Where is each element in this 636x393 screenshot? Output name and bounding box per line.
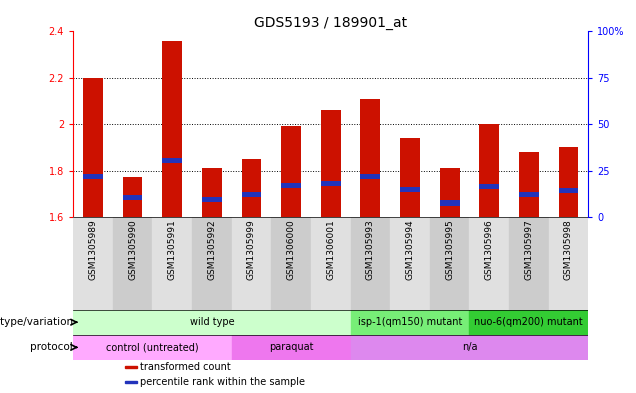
Text: GSM1305989: GSM1305989 [88,220,97,281]
Text: GSM1305993: GSM1305993 [366,220,375,281]
Bar [242,192,261,197]
Text: isp-1(qm150) mutant: isp-1(qm150) mutant [358,317,462,327]
Text: GSM1305998: GSM1305998 [564,220,573,281]
Text: GSM1306000: GSM1306000 [287,220,296,281]
Bar [281,127,301,217]
Bar [361,99,380,217]
Bar [73,310,350,335]
Bar [558,188,578,193]
Bar [281,183,301,188]
Bar [439,168,460,217]
Bar [113,217,153,310]
Bar [232,335,350,360]
Bar [83,174,103,179]
Bar [361,174,380,179]
Bar [390,217,430,310]
Bar [202,168,222,217]
Bar [123,195,142,200]
Text: paraquat: paraquat [269,342,314,353]
Text: GSM1305990: GSM1305990 [128,220,137,281]
Text: GSM1305999: GSM1305999 [247,220,256,281]
Text: wild type: wild type [190,317,234,327]
Text: GSM1306001: GSM1306001 [326,220,335,281]
Bar [350,310,469,335]
Text: transformed count: transformed count [140,362,231,372]
Bar [162,41,182,217]
Bar [509,217,549,310]
Text: genotype/variation: genotype/variation [0,317,73,327]
Text: nuo-6(qm200) mutant: nuo-6(qm200) mutant [474,317,583,327]
Bar [439,200,460,206]
Bar [519,192,539,197]
Bar [321,110,341,217]
Bar [272,217,311,310]
Bar [400,138,420,217]
Text: protocol: protocol [31,342,73,353]
Bar [469,217,509,310]
Bar [73,335,232,360]
Bar [311,217,350,310]
Bar [400,187,420,192]
Text: GSM1305992: GSM1305992 [207,220,216,280]
Text: percentile rank within the sample: percentile rank within the sample [140,377,305,387]
Bar [83,78,103,217]
Bar [125,366,137,368]
Bar [549,217,588,310]
Text: control (untreated): control (untreated) [106,342,198,353]
Text: GSM1305991: GSM1305991 [168,220,177,281]
Bar [125,381,137,383]
Bar [480,184,499,189]
Bar [202,197,222,202]
Bar [73,217,113,310]
Bar [232,217,272,310]
Bar [350,217,390,310]
Text: GSM1305994: GSM1305994 [406,220,415,280]
Text: GSM1305997: GSM1305997 [524,220,534,281]
Text: GSM1305996: GSM1305996 [485,220,494,281]
Bar [321,181,341,186]
Bar [469,310,588,335]
Text: n/a: n/a [462,342,477,353]
Bar [242,159,261,217]
Bar [519,152,539,217]
Title: GDS5193 / 189901_at: GDS5193 / 189901_at [254,17,407,30]
Bar [480,124,499,217]
Bar [350,335,588,360]
Bar [430,217,469,310]
Bar [162,158,182,163]
Bar [192,217,232,310]
Text: GSM1305995: GSM1305995 [445,220,454,281]
Bar [123,178,142,217]
Bar [153,217,192,310]
Bar [558,147,578,217]
